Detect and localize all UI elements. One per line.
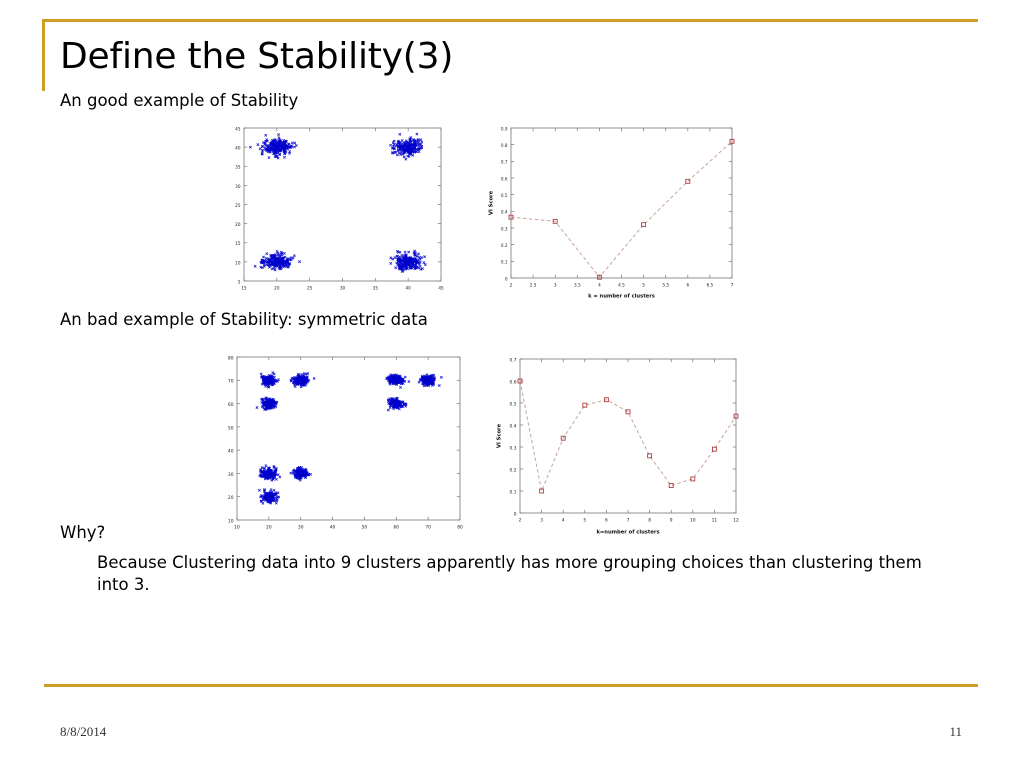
footer-rule bbox=[44, 684, 978, 687]
svg-text:80: 80 bbox=[457, 525, 463, 531]
svg-text:VI Score: VI Score bbox=[497, 423, 503, 448]
svg-text:0.9: 0.9 bbox=[501, 126, 508, 131]
svg-text:45: 45 bbox=[235, 126, 241, 131]
svg-text:0.5: 0.5 bbox=[510, 401, 517, 407]
svg-text:3: 3 bbox=[540, 518, 543, 524]
svg-text:k = number of clusters: k = number of clusters bbox=[588, 294, 655, 300]
svg-text:20: 20 bbox=[274, 286, 280, 291]
svg-text:30: 30 bbox=[298, 525, 304, 531]
svg-text:0.2: 0.2 bbox=[501, 243, 508, 248]
svg-text:45: 45 bbox=[438, 286, 444, 291]
svg-text:8: 8 bbox=[648, 518, 651, 524]
footer-date: 8/8/2014 bbox=[60, 724, 107, 739]
svg-text:25: 25 bbox=[235, 203, 241, 208]
svg-text:4: 4 bbox=[598, 283, 601, 288]
svg-text:7: 7 bbox=[731, 283, 734, 288]
svg-text:7: 7 bbox=[627, 518, 630, 524]
svg-text:5: 5 bbox=[238, 279, 241, 284]
svg-text:2.5: 2.5 bbox=[530, 283, 537, 288]
body-paragraph: Because Clustering data into 9 clusters … bbox=[97, 553, 922, 594]
figure-line-good: 2 2.5 3 3.5 4 4.5 5 5.5 6 6.5 7 0 0.1 0.2 0.3 0.4 0.5 0.6… bbox=[484, 120, 740, 300]
svg-text:60: 60 bbox=[393, 525, 399, 531]
svg-text:15: 15 bbox=[241, 286, 247, 291]
svg-text:50: 50 bbox=[228, 425, 234, 431]
svg-text:10: 10 bbox=[690, 518, 696, 524]
svg-text:3: 3 bbox=[554, 283, 557, 288]
svg-text:80: 80 bbox=[228, 355, 234, 361]
figure-scatter-good: 15 20 25 30 35 40 45 5 10 15 20 25 30 35 40 45 bbox=[228, 122, 446, 294]
svg-text:4.5: 4.5 bbox=[618, 283, 625, 288]
svg-text:0.8: 0.8 bbox=[501, 143, 508, 148]
svg-text:70: 70 bbox=[228, 379, 234, 385]
svg-text:11: 11 bbox=[712, 518, 718, 524]
svg-text:0: 0 bbox=[505, 276, 508, 281]
svg-text:40: 40 bbox=[228, 449, 234, 455]
svg-text:4: 4 bbox=[562, 518, 565, 524]
svg-text:0.5: 0.5 bbox=[501, 193, 508, 198]
svg-text:20: 20 bbox=[235, 222, 241, 227]
svg-text:70: 70 bbox=[425, 525, 431, 531]
svg-text:0.3: 0.3 bbox=[501, 226, 508, 231]
svg-text:k=number of clusters: k=number of clusters bbox=[596, 530, 659, 536]
svg-text:0.7: 0.7 bbox=[510, 357, 517, 363]
svg-text:0.2: 0.2 bbox=[510, 467, 517, 473]
subtitle-good: An good example of Stability bbox=[60, 91, 299, 110]
svg-text:6: 6 bbox=[686, 283, 689, 288]
svg-text:30: 30 bbox=[235, 184, 241, 189]
svg-text:0.6: 0.6 bbox=[501, 176, 508, 181]
svg-text:2: 2 bbox=[519, 518, 522, 524]
svg-text:0: 0 bbox=[514, 511, 517, 517]
svg-text:50: 50 bbox=[362, 525, 368, 531]
svg-text:0.1: 0.1 bbox=[501, 260, 508, 265]
subtitle-why: Why? bbox=[60, 523, 106, 542]
svg-text:0.1: 0.1 bbox=[510, 489, 517, 495]
svg-text:5.5: 5.5 bbox=[662, 283, 669, 288]
subtitle-bad: An bad example of Stability: symmetric d… bbox=[60, 310, 428, 329]
svg-text:20: 20 bbox=[266, 525, 272, 531]
svg-text:3.5: 3.5 bbox=[574, 283, 581, 288]
svg-text:2: 2 bbox=[510, 283, 513, 288]
svg-text:60: 60 bbox=[228, 402, 234, 408]
svg-text:30: 30 bbox=[340, 286, 346, 291]
svg-text:10: 10 bbox=[234, 525, 240, 531]
svg-text:6: 6 bbox=[605, 518, 608, 524]
svg-text:0.3: 0.3 bbox=[510, 445, 517, 451]
svg-text:25: 25 bbox=[307, 286, 313, 291]
title-rule-left bbox=[42, 19, 45, 91]
svg-text:40: 40 bbox=[330, 525, 336, 531]
svg-text:5: 5 bbox=[583, 518, 586, 524]
svg-text:0.7: 0.7 bbox=[501, 160, 508, 165]
svg-text:35: 35 bbox=[373, 286, 379, 291]
page-title: Define the Stability(3) bbox=[60, 36, 454, 77]
svg-text:5: 5 bbox=[642, 283, 645, 288]
figure-scatter-bad: 10 20 30 40 50 60 70 80 10 20 30 40 50 60 70 80 bbox=[218, 350, 466, 534]
svg-text:15: 15 bbox=[235, 241, 241, 246]
svg-text:30: 30 bbox=[228, 472, 234, 478]
footer-page-number: 11 bbox=[949, 724, 962, 739]
svg-text:12: 12 bbox=[733, 518, 739, 524]
svg-text:VI Score: VI Score bbox=[489, 190, 495, 215]
title-rule-top bbox=[42, 19, 978, 22]
svg-text:9: 9 bbox=[670, 518, 673, 524]
svg-text:40: 40 bbox=[235, 146, 241, 151]
svg-text:6.5: 6.5 bbox=[707, 283, 714, 288]
svg-text:0.6: 0.6 bbox=[510, 379, 517, 385]
svg-text:10: 10 bbox=[235, 260, 241, 265]
figure-line-bad: 2 3 4 5 6 7 8 9 10 11 12 0 0.1 0.2 0.3 0.4 0.5 0.6 0.7 k=nu… bbox=[492, 350, 744, 536]
svg-text:20: 20 bbox=[228, 495, 234, 501]
svg-text:40: 40 bbox=[405, 286, 411, 291]
svg-text:10: 10 bbox=[228, 518, 234, 524]
svg-text:0.4: 0.4 bbox=[501, 210, 508, 215]
svg-text:0.4: 0.4 bbox=[510, 423, 517, 429]
svg-text:35: 35 bbox=[235, 165, 241, 170]
